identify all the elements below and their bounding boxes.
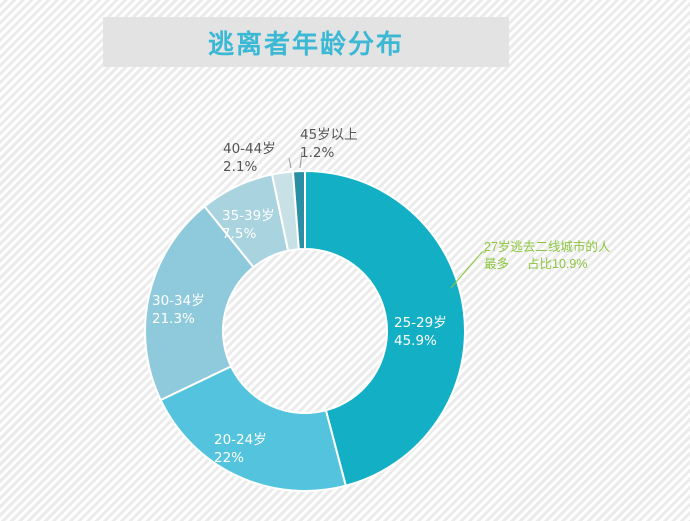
slice-30-34: [144, 205, 255, 402]
slice-value-35-39: 7.5%: [222, 226, 256, 242]
leader-line-40-44: [288, 157, 292, 169]
annotation-line-1: 27岁逃去二线城市的人: [484, 240, 611, 254]
chart-title: 逃离者年龄分布: [207, 29, 404, 60]
slice-label-35-39: 35-39岁: [222, 208, 275, 224]
slice-label-40-44: 40-44岁: [223, 141, 276, 157]
slice-45-plus: [291, 169, 306, 251]
slice-value-20-24: 22%: [214, 450, 244, 466]
slice-label-20-24: 20-24岁: [214, 432, 267, 448]
annotation-share: 占比10.9%: [527, 257, 588, 271]
slice-25-29: [304, 169, 466, 487]
slice-value-25-29: 45.9%: [394, 333, 437, 349]
slice-label-45-plus: 45岁以上: [300, 127, 358, 143]
slice-value-40-44: 2.1%: [223, 159, 257, 175]
slice-label-30-34: 30-34岁: [152, 293, 205, 309]
slice-value-30-34: 21.3%: [152, 311, 195, 327]
annotation-most: 最多: [484, 257, 510, 271]
annotation-line-2: 最多 占比10.9%: [484, 256, 684, 273]
slice-20-24: [159, 365, 347, 492]
slice-value-45-plus: 1.2%: [300, 145, 334, 161]
title-band: 逃离者年龄分布: [103, 17, 509, 67]
leader-line-45-plus: [299, 151, 303, 169]
annotation-note: 27岁逃去二线城市的人 最多 占比10.9%: [484, 239, 684, 273]
annotation-leader-line: [450, 251, 486, 289]
slice-label-25-29: 25-29岁: [394, 315, 447, 331]
